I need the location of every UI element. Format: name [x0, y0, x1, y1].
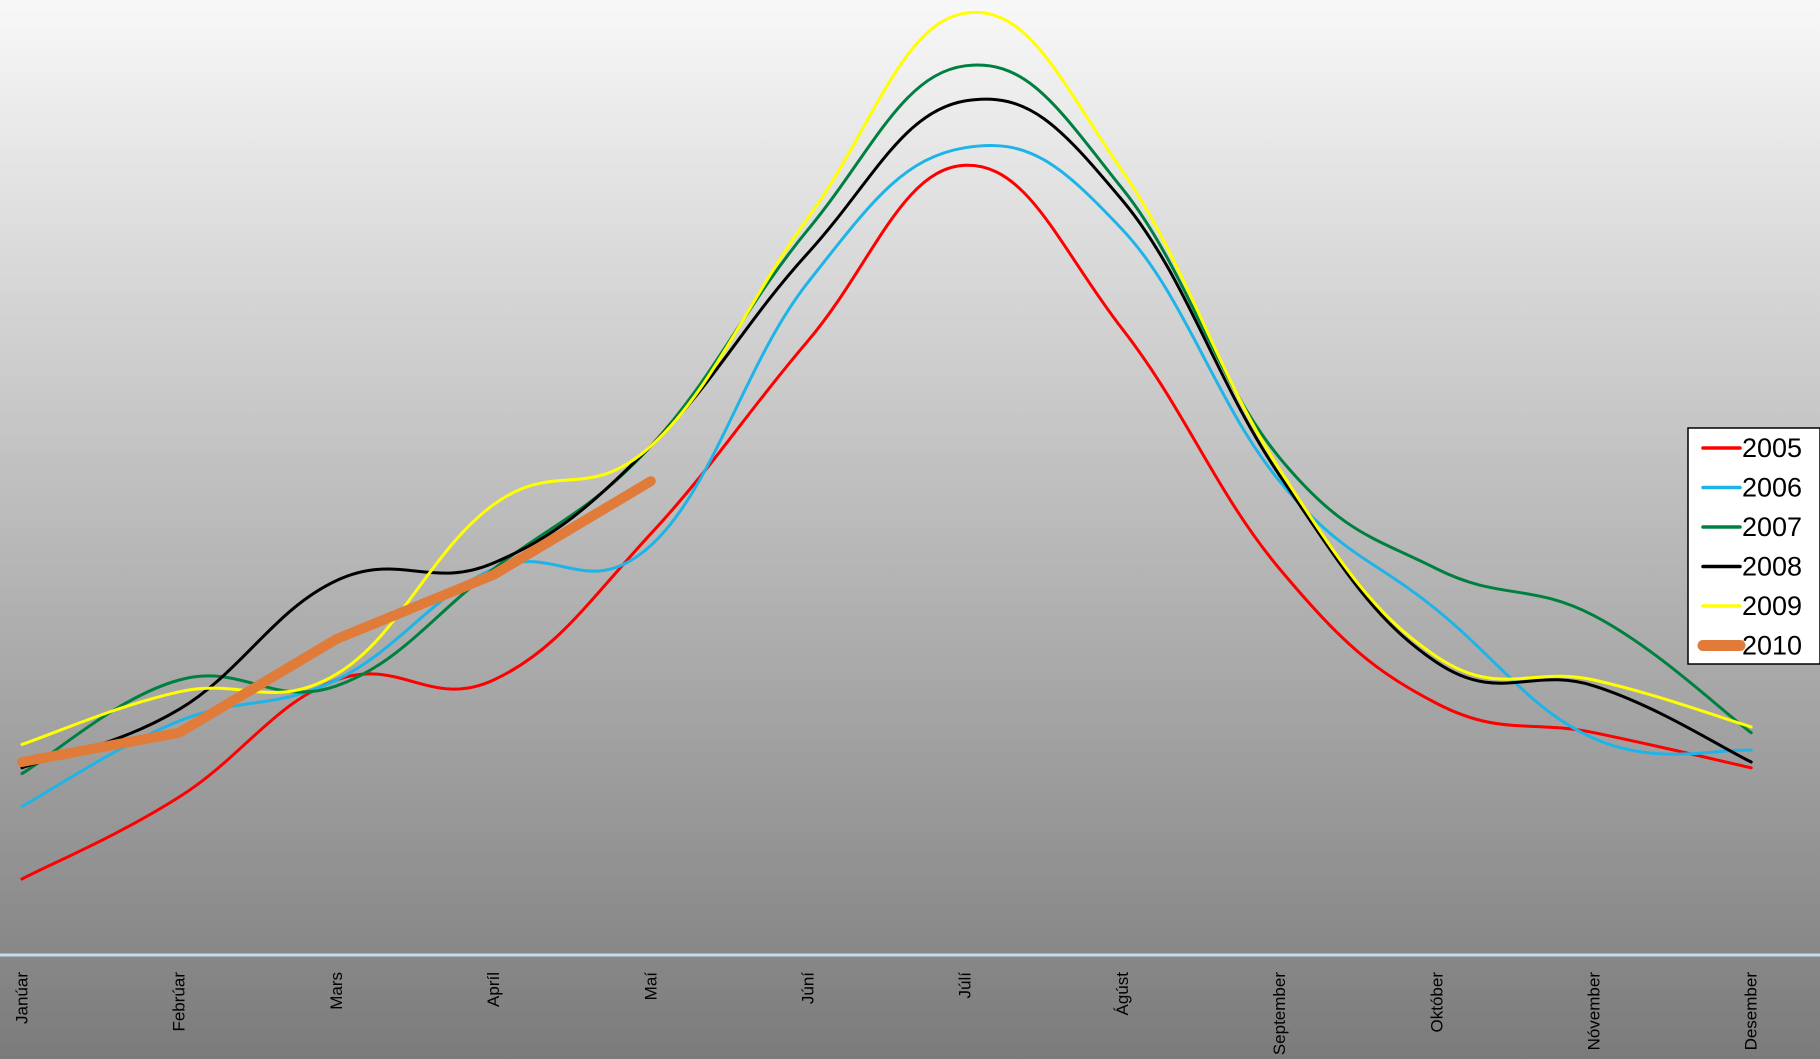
- x-tick-label: Júní: [799, 972, 818, 1004]
- x-tick-label: Nóvember: [1585, 972, 1604, 1051]
- x-tick-label: Desember: [1742, 972, 1761, 1051]
- x-tick-label: Maí: [641, 972, 660, 1001]
- x-tick-label: Október: [1427, 972, 1446, 1033]
- legend-box: [1687, 427, 1820, 665]
- series-line-2009: [20, 10, 1753, 746]
- x-tick-label: Ágúst: [1113, 972, 1132, 1016]
- legend-label-2010: 2010: [1742, 631, 1802, 661]
- legend-label-2008: 2008: [1742, 552, 1802, 582]
- series-line-2008: [20, 97, 1753, 770]
- series-line-2006: [20, 143, 1753, 808]
- series-line-2007: [20, 63, 1753, 776]
- x-tick-label: Apríl: [484, 972, 503, 1007]
- x-tick-label: Júlí: [956, 972, 975, 999]
- x-tick-label: September: [1270, 972, 1289, 1055]
- legend-label-2007: 2007: [1742, 512, 1802, 542]
- series-layer: [17, 10, 1753, 881]
- legend-label-2009: 2009: [1742, 591, 1802, 621]
- legend-label-2005: 2005: [1742, 433, 1802, 463]
- x-tick-label: Febrúar: [170, 972, 189, 1032]
- x-tick-label: Janúar: [13, 972, 32, 1024]
- x-axis-tick-labels: Janúar Febrúar Mars Apríl Maí Júní Júlí Ágúst Se…: [13, 972, 1761, 1056]
- series-line-2010: [17, 476, 656, 767]
- legend-label-2006: 2006: [1742, 473, 1802, 503]
- x-tick-label: Mars: [327, 972, 346, 1010]
- legend: 2005 2006 2007 2008 2009 2010: [1687, 427, 1820, 665]
